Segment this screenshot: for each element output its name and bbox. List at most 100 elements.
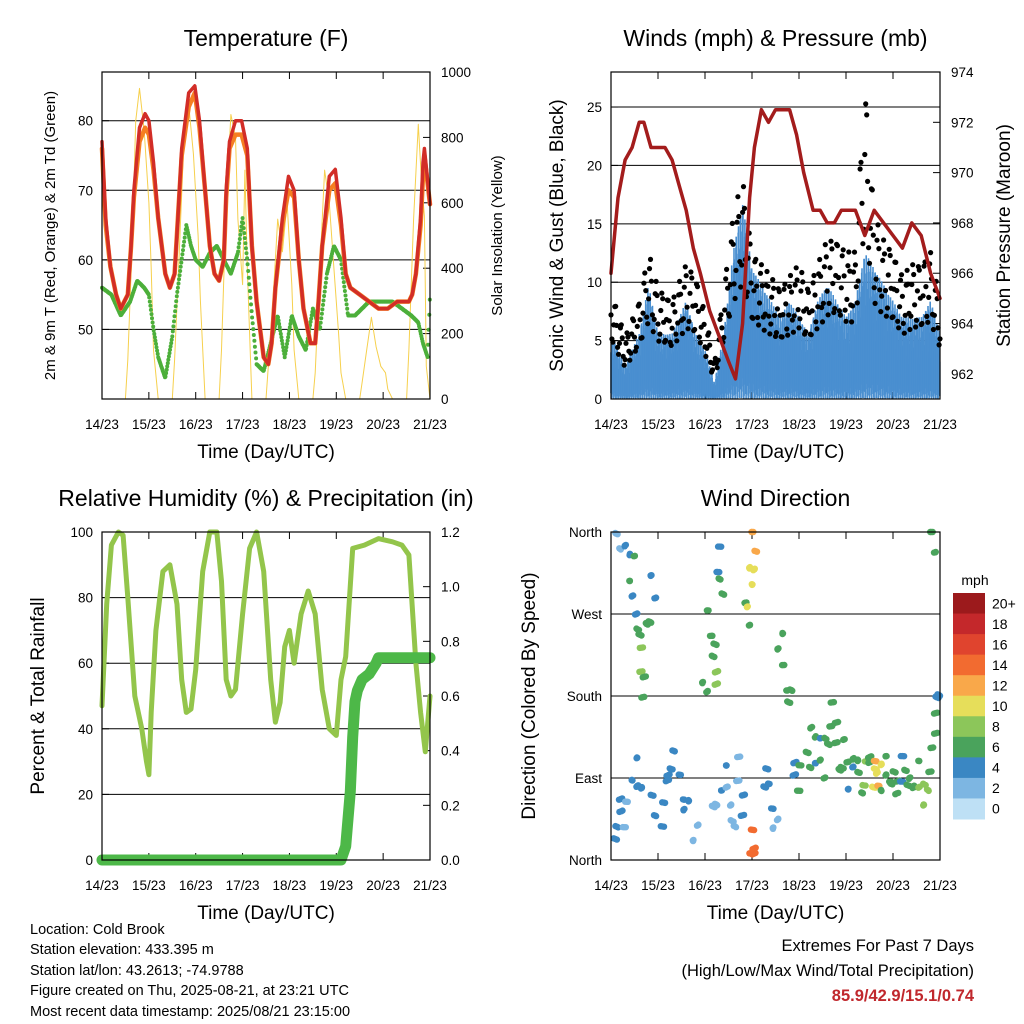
gust-point: [771, 285, 777, 291]
gust-point: [614, 322, 620, 328]
dewpoint-point: [172, 314, 177, 319]
gust-point: [697, 340, 703, 346]
direction-point: [779, 629, 786, 637]
gust-point: [845, 263, 851, 269]
gust-point: [724, 266, 730, 272]
direction-point: [811, 734, 819, 741]
y-tick-label: 5: [594, 334, 602, 349]
gust-point: [646, 266, 653, 272]
gust-point: [756, 322, 762, 328]
gust-point: [819, 304, 825, 311]
gust-point: [669, 325, 675, 331]
extremes-values: 85.9/42.9/15.1/0.74: [831, 987, 974, 1005]
panel-title: Temperature (F): [184, 25, 349, 51]
dewpoint-point: [164, 367, 169, 372]
direction-point: [651, 595, 658, 602]
dewpoint-point: [165, 364, 170, 369]
gust-point: [840, 247, 846, 253]
gust-point: [858, 159, 864, 165]
gust-point: [648, 278, 655, 284]
direction-point: [638, 632, 645, 639]
direction-point: [767, 805, 775, 812]
direction-point: [873, 758, 880, 765]
gust-point: [758, 262, 765, 268]
gust-point: [931, 312, 938, 318]
gust-point: [741, 205, 748, 211]
dewpoint-point: [426, 342, 431, 347]
direction-point: [930, 549, 938, 556]
direction-point: [661, 799, 669, 807]
gust-point: [890, 314, 896, 320]
gust-point: [869, 187, 875, 193]
gust-point: [838, 285, 844, 291]
dewpoint-point: [278, 331, 283, 336]
direction-point: [745, 622, 753, 629]
dewpoint-point: [154, 345, 159, 350]
gust-point: [731, 281, 737, 287]
dewpoint-point: [344, 302, 349, 307]
gust-point: [925, 319, 931, 325]
gust-point: [750, 315, 756, 321]
direction-point: [805, 763, 813, 771]
dewpoint-point: [165, 361, 170, 366]
direction-point: [633, 625, 640, 632]
gust-point: [930, 326, 937, 333]
gust-point: [723, 276, 729, 282]
gust-point: [901, 330, 907, 336]
dewpoint-point: [174, 294, 179, 299]
gust-point: [709, 367, 716, 373]
gust-point: [796, 325, 802, 331]
y-tick-label: West: [571, 607, 602, 622]
gust-point: [657, 331, 663, 337]
dewpoint-point: [242, 236, 247, 241]
direction-point: [718, 787, 725, 794]
dewpoint-point: [175, 289, 180, 294]
dewpoint-point: [344, 297, 348, 302]
dewpoint-point: [278, 328, 283, 333]
gust-point: [757, 270, 764, 276]
figure-created: Figure created on Thu, 2025-08-21, at 23…: [30, 983, 349, 1000]
gust-point: [791, 313, 797, 319]
direction-point: [897, 752, 904, 760]
gust-point: [732, 295, 738, 302]
y2-tick-label: 968: [951, 216, 974, 231]
x-tick-label: 17/23: [735, 878, 769, 893]
gust-point: [726, 313, 733, 319]
direction-point: [907, 774, 914, 781]
direction-point: [628, 776, 636, 783]
gust-point: [655, 321, 661, 327]
direction-point: [610, 835, 617, 842]
direction-point: [859, 781, 866, 789]
plot-border: [610, 531, 941, 861]
colorbar-swatch: [953, 757, 985, 779]
gust-point: [914, 288, 921, 294]
station-elevation: Station elevation: 433.395 m: [30, 942, 214, 959]
dewpoint-point: [322, 289, 327, 294]
y2-tick-label: 0.0: [441, 853, 460, 868]
dewpoint-point: [178, 269, 183, 273]
gust-point: [769, 294, 775, 300]
direction-point: [935, 694, 942, 702]
colorbar-label: 0: [992, 801, 1000, 817]
series-station-pressure: [609, 107, 942, 381]
dewpoint-point: [284, 345, 289, 350]
dewpoint-point: [286, 335, 291, 340]
gust-point: [880, 257, 886, 263]
direction-point: [626, 577, 633, 585]
gust-point: [766, 313, 772, 319]
gust-point: [656, 338, 662, 344]
direction-point: [892, 769, 899, 776]
dewpoint-point: [345, 306, 350, 311]
gust-point: [770, 277, 776, 283]
x-tick-label: 17/23: [226, 417, 260, 432]
direction-point: [616, 808, 623, 816]
direction-point: [744, 603, 751, 610]
recent-timestamp: Most recent data timestamp: 2025/08/21 2…: [30, 1003, 351, 1020]
direction-point: [845, 785, 852, 792]
gust-point: [684, 304, 690, 310]
x-axis-label: Time (Day/UTC): [707, 442, 845, 463]
direction-point: [615, 824, 622, 831]
gust-point: [863, 101, 869, 107]
y2-tick-label: 0.6: [441, 689, 460, 704]
gust-point: [725, 285, 731, 291]
